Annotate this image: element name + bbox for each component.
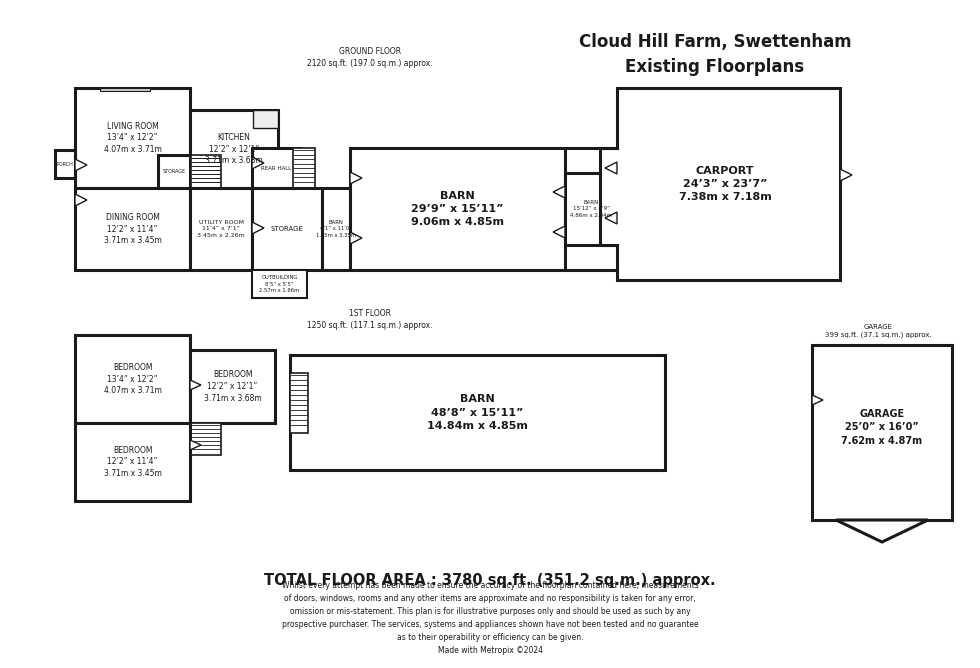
Bar [293, 148, 315, 188]
Bar [190, 188, 252, 270]
Polygon shape [605, 212, 617, 224]
Polygon shape [252, 157, 264, 169]
Bar [290, 373, 308, 433]
Text: BEDROOM
13’4” x 12’2”
4.07m x 3.71m: BEDROOM 13’4” x 12’2” 4.07m x 3.71m [104, 363, 162, 395]
Text: BEDROOM
12’2” x 11’4”
3.71m x 3.45m: BEDROOM 12’2” x 11’4” 3.71m x 3.45m [104, 446, 162, 478]
Bar [158, 155, 190, 188]
Text: OUTBUILDING
8’5” x 5’5”
2.57m x 1.66m: OUTBUILDING 8’5” x 5’5” 2.57m x 1.66m [260, 275, 300, 293]
Polygon shape [553, 186, 565, 198]
Polygon shape [350, 232, 362, 244]
Bar [252, 188, 322, 270]
Bar [100, 88, 150, 91]
Text: PORCH: PORCH [57, 162, 74, 166]
Text: BARN
15’12” x 8’9”
4.86m x 2.44m: BARN 15’12” x 8’9” 4.86m x 2.44m [570, 200, 612, 218]
Bar [191, 423, 221, 455]
Polygon shape [75, 159, 87, 171]
Bar [350, 148, 565, 270]
Text: GARAGE
399 sq.ft. (37.1 sq.m.) approx.: GARAGE 399 sq.ft. (37.1 sq.m.) approx. [824, 324, 931, 339]
Polygon shape [836, 520, 928, 542]
Polygon shape [605, 162, 617, 174]
Bar [190, 110, 278, 188]
Bar [190, 350, 275, 423]
Bar [290, 355, 665, 470]
Bar [75, 188, 190, 270]
Text: GARAGE
25’0” x 16’0”
7.62m x 4.87m: GARAGE 25’0” x 16’0” 7.62m x 4.87m [842, 409, 922, 446]
Text: REAR HALL: REAR HALL [261, 166, 291, 170]
Bar [191, 155, 221, 188]
Text: 1ST FLOOR
1250 sq.ft. (117.1 sq.m.) approx.: 1ST FLOOR 1250 sq.ft. (117.1 sq.m.) appr… [308, 309, 433, 330]
Text: GROUND FLOOR
2120 sq.ft. (197.0 sq.m.) approx.: GROUND FLOOR 2120 sq.ft. (197.0 sq.m.) a… [307, 47, 433, 67]
Polygon shape [252, 222, 264, 234]
Polygon shape [553, 226, 565, 238]
Bar [252, 148, 300, 188]
Bar [55, 150, 75, 178]
Bar [252, 270, 307, 298]
Text: CARPORT
24’3” x 23’7”
7.38m x 7.18m: CARPORT 24’3” x 23’7” 7.38m x 7.18m [678, 166, 771, 202]
Bar [322, 188, 350, 270]
Text: Cloud Hill Farm, Swettenham
Existing Floorplans: Cloud Hill Farm, Swettenham Existing Flo… [578, 33, 852, 77]
Text: KITCHEN
12’2” x 12’1”
3.71m x 3.68m: KITCHEN 12’2” x 12’1” 3.71m x 3.68m [205, 133, 263, 165]
Text: LIVING ROOM
13’4” x 12’2”
4.07m x 3.71m: LIVING ROOM 13’4” x 12’2” 4.07m x 3.71m [104, 122, 162, 154]
Text: TOTAL FLOOR AREA : 3780 sq.ft. (351.2 sq.m.) approx.: TOTAL FLOOR AREA : 3780 sq.ft. (351.2 sq… [265, 574, 715, 589]
Text: Whilst every attempt has been made to ensure the accuracy of the floorplan conta: Whilst every attempt has been made to en… [281, 581, 699, 655]
Text: BARN
48’8” x 15’11”
14.84m x 4.85m: BARN 48’8” x 15’11” 14.84m x 4.85m [427, 394, 528, 431]
Text: BARN
29’9” x 15’11”
9.06m x 4.85m: BARN 29’9” x 15’11” 9.06m x 4.85m [411, 191, 504, 227]
Text: DINING ROOM
12’2” x 11’4”
3.71m x 3.45m: DINING ROOM 12’2” x 11’4” 3.71m x 3.45m [104, 212, 162, 245]
Text: BARN
4’1” x 11’0”
1.35m x 3.35m: BARN 4’1” x 11’0” 1.35m x 3.35m [316, 220, 356, 238]
Bar [75, 335, 190, 423]
Polygon shape [350, 172, 362, 184]
Bar [812, 345, 952, 520]
Polygon shape [840, 169, 852, 181]
Bar [75, 423, 190, 501]
Text: STORAGE: STORAGE [270, 226, 304, 232]
Bar [253, 110, 278, 128]
Polygon shape [812, 395, 823, 405]
Text: STORAGE: STORAGE [163, 169, 185, 174]
Polygon shape [190, 380, 201, 390]
Polygon shape [190, 440, 201, 450]
Text: BEDROOM
12’2” x 12’1”
3.71m x 3.68m: BEDROOM 12’2” x 12’1” 3.71m x 3.68m [204, 370, 262, 403]
Bar [75, 88, 190, 188]
Bar [565, 173, 617, 245]
Polygon shape [600, 88, 840, 280]
Text: UTILITY ROOM
11’4” x 7’1”
3.45m x 2.26m: UTILITY ROOM 11’4” x 7’1” 3.45m x 2.26m [197, 220, 245, 238]
Polygon shape [75, 194, 87, 206]
